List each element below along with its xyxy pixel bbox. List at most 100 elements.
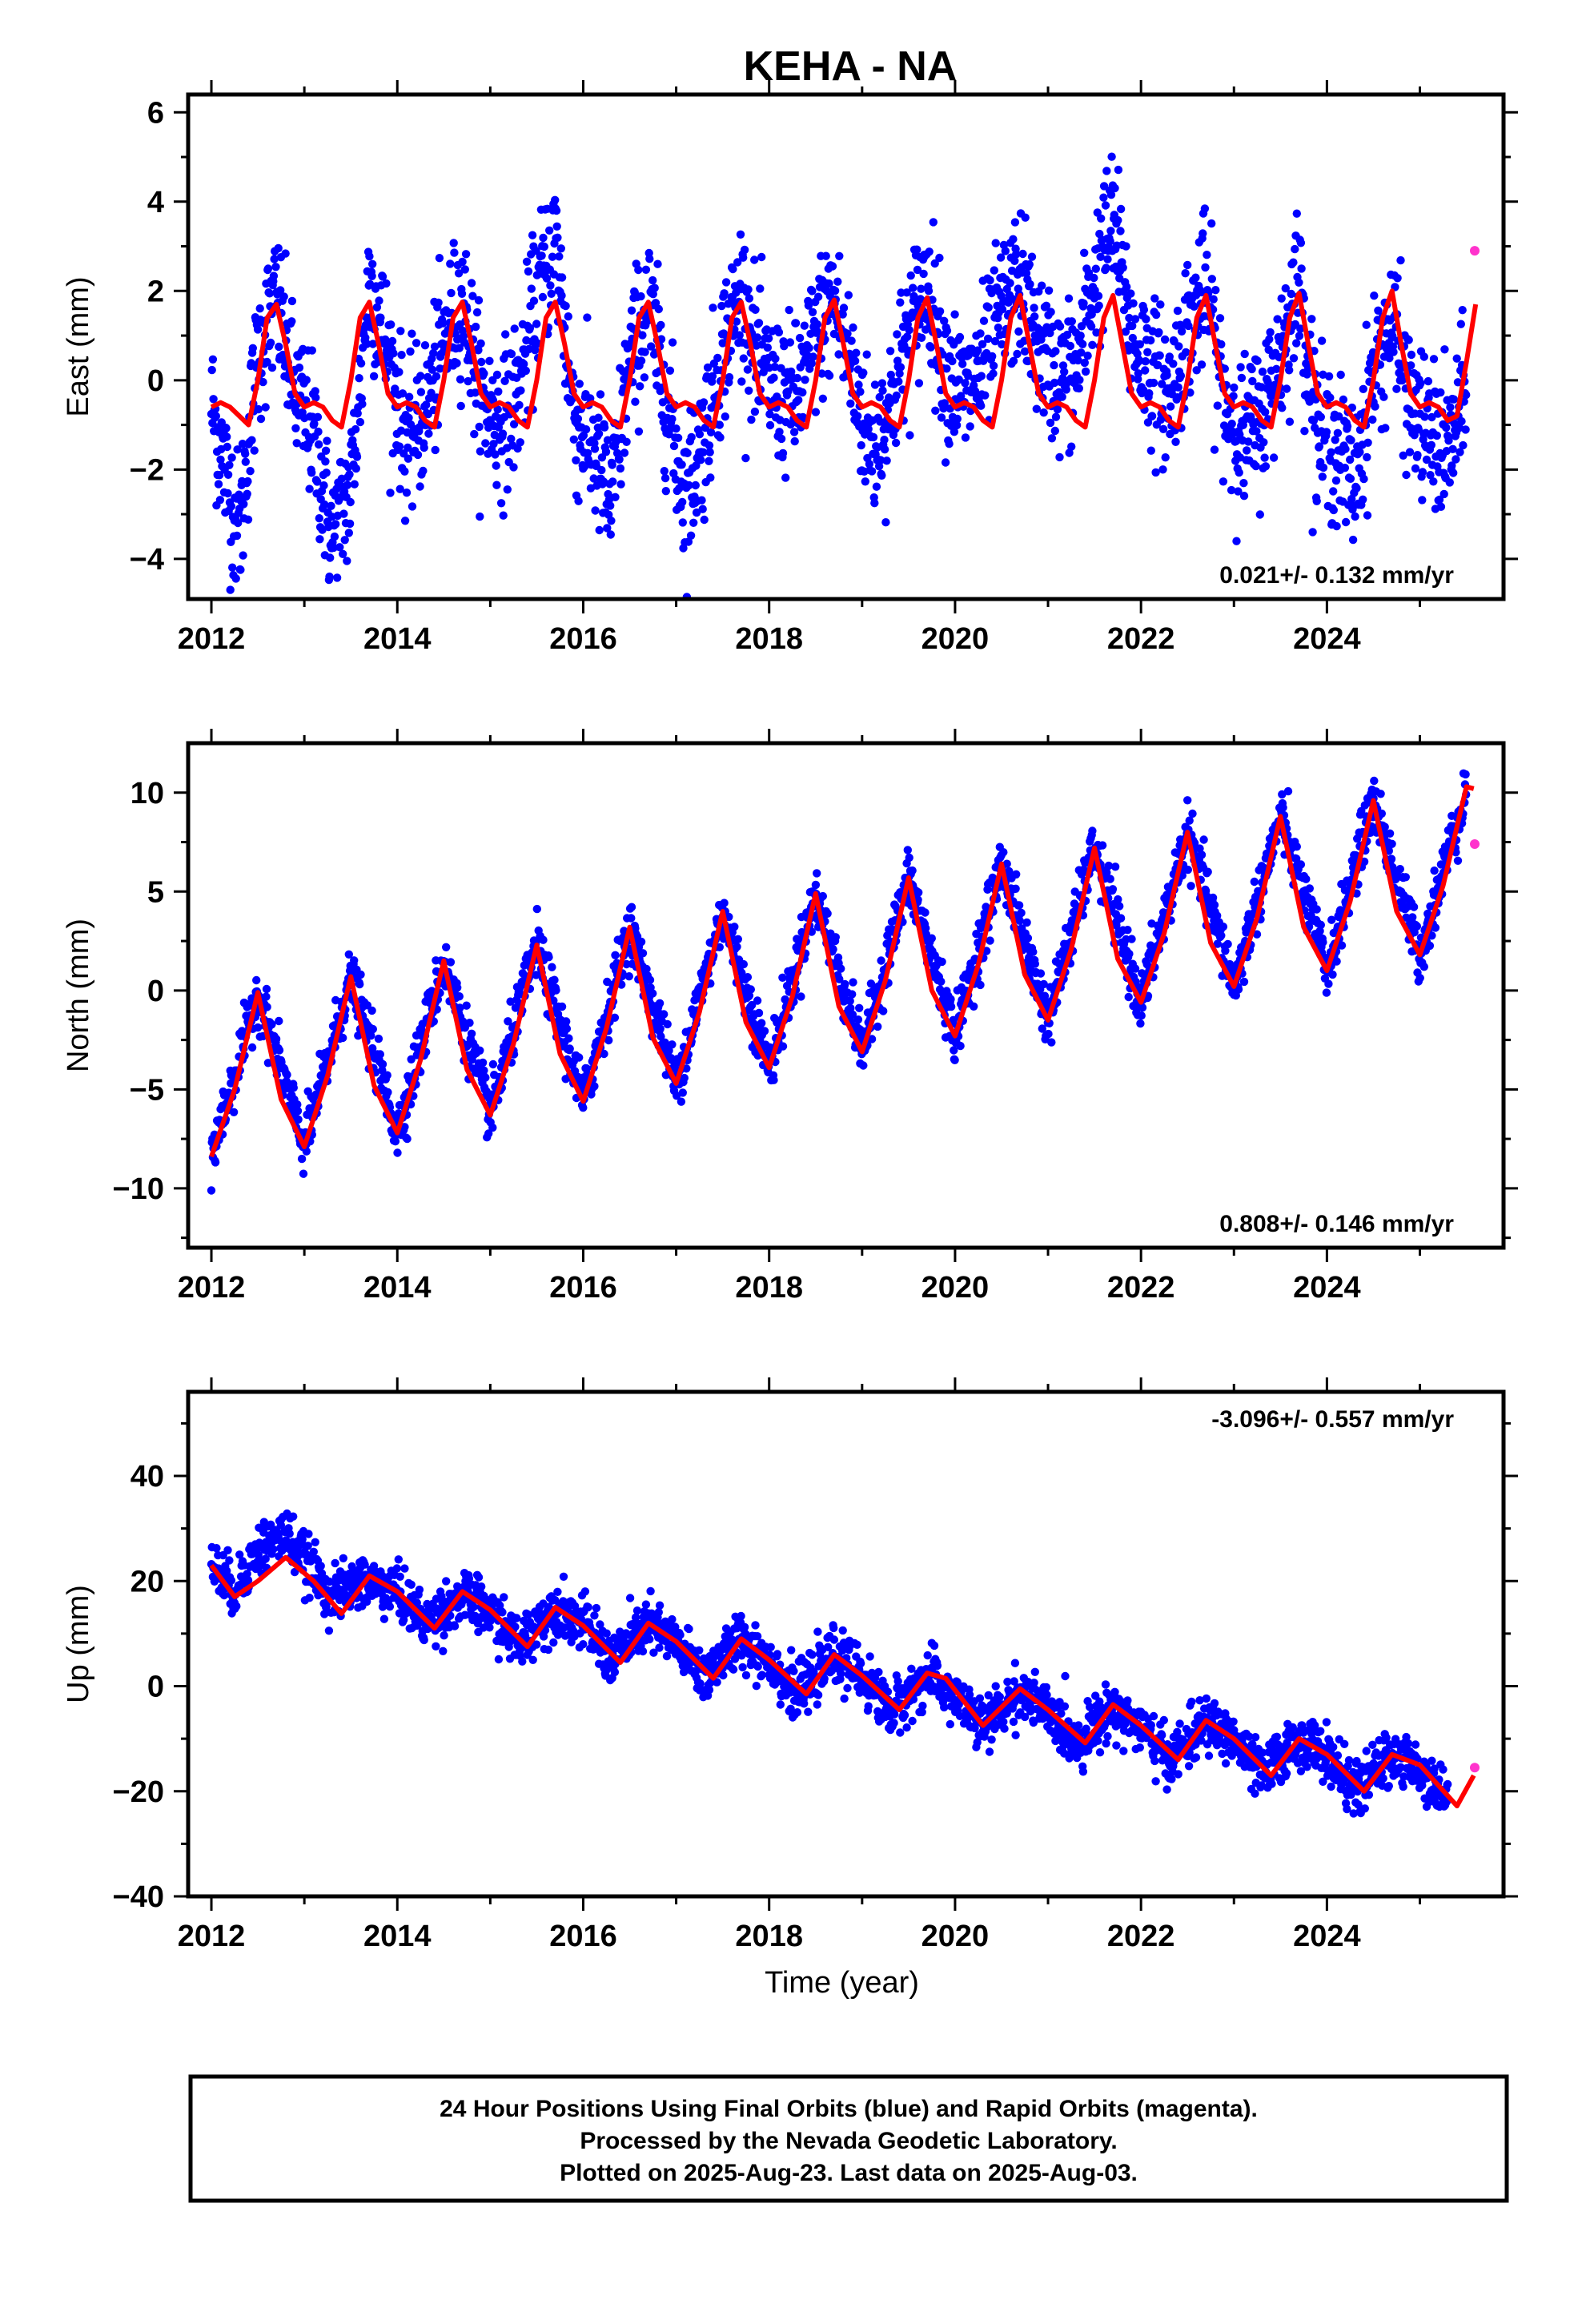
data-point <box>778 973 787 983</box>
data-point <box>983 334 993 344</box>
data-point <box>1203 867 1212 876</box>
data-point <box>1025 260 1034 269</box>
data-point <box>393 1148 402 1157</box>
data-point <box>322 468 331 477</box>
data-point <box>603 524 612 533</box>
data-point <box>713 353 722 363</box>
x-tick-label: 2012 <box>178 1271 246 1305</box>
data-point <box>716 433 725 442</box>
data-point <box>1282 384 1291 393</box>
data-point <box>228 563 237 572</box>
data-point <box>1239 977 1249 987</box>
data-point <box>356 970 365 979</box>
data-point <box>319 481 328 490</box>
data-point <box>1154 328 1163 337</box>
data-point <box>835 975 844 983</box>
data-point <box>1215 314 1225 323</box>
data-point <box>243 476 252 486</box>
data-point <box>811 880 821 890</box>
data-point <box>1252 930 1262 939</box>
data-point <box>408 329 416 338</box>
data-point <box>1142 315 1150 324</box>
data-point <box>1191 273 1200 282</box>
data-point <box>956 1041 965 1051</box>
data-point <box>1418 496 1427 505</box>
data-point <box>1318 472 1327 481</box>
data-point <box>733 943 741 951</box>
data-point <box>853 1015 863 1024</box>
data-point <box>986 936 994 945</box>
data-point <box>233 445 242 454</box>
x-tick-label: 2014 <box>363 622 432 656</box>
data-point <box>569 435 578 444</box>
data-point <box>1032 404 1042 413</box>
data-point <box>627 914 636 923</box>
data-point <box>1305 884 1315 893</box>
data-point <box>507 349 516 359</box>
data-point <box>903 332 912 341</box>
data-point <box>765 410 774 419</box>
data-point <box>798 388 807 397</box>
data-point <box>1408 913 1417 922</box>
data-point <box>648 989 657 998</box>
x-tick-label: 2012 <box>178 622 246 656</box>
data-point <box>1380 822 1389 831</box>
data-point <box>616 464 625 473</box>
data-point <box>355 417 365 427</box>
data-point <box>638 331 647 340</box>
data-point <box>1219 923 1228 931</box>
data-point <box>287 296 297 306</box>
data-point <box>313 477 322 486</box>
data-point <box>1106 227 1115 235</box>
data-point <box>1145 389 1154 398</box>
data-point <box>1143 418 1153 427</box>
data-point <box>214 480 223 489</box>
data-point <box>1186 882 1195 891</box>
data-point <box>1015 916 1024 926</box>
data-point <box>977 372 986 380</box>
data-point <box>778 448 788 458</box>
data-point <box>510 324 519 333</box>
data-point <box>496 499 506 508</box>
data-point <box>1039 979 1048 989</box>
data-point <box>1030 959 1040 968</box>
data-point <box>1046 418 1055 428</box>
data-point <box>315 535 324 544</box>
data-point <box>564 312 572 321</box>
data-point <box>902 288 911 297</box>
data-point <box>1427 412 1436 422</box>
data-point <box>606 501 615 510</box>
data-point <box>1436 502 1446 511</box>
data-point <box>492 370 502 380</box>
data-point <box>760 1027 769 1035</box>
data-point <box>537 251 546 260</box>
data-point <box>1139 305 1149 314</box>
data-point <box>532 904 541 914</box>
data-point <box>1101 201 1110 210</box>
data-point <box>1067 317 1077 326</box>
data-point <box>387 320 396 329</box>
data-point <box>1134 356 1144 365</box>
data-point <box>476 339 485 348</box>
data-point <box>446 958 456 967</box>
data-point <box>1029 947 1038 956</box>
data-point <box>864 424 873 433</box>
data-point <box>402 489 412 497</box>
data-point <box>952 420 962 430</box>
data-point <box>813 327 821 336</box>
data-point <box>1213 939 1223 948</box>
data-point <box>424 429 433 438</box>
data-point <box>1339 395 1348 404</box>
data-point <box>1392 384 1401 393</box>
data-point <box>1453 856 1463 866</box>
data-point <box>489 440 498 448</box>
data-point <box>1253 356 1262 365</box>
data-point <box>1046 328 1054 338</box>
data-point <box>805 344 813 352</box>
x-tick-label: 2022 <box>1107 622 1175 656</box>
data-point <box>501 330 510 339</box>
data-point <box>950 310 959 319</box>
data-point <box>730 923 739 931</box>
data-point <box>914 888 923 897</box>
data-point <box>1176 320 1185 329</box>
